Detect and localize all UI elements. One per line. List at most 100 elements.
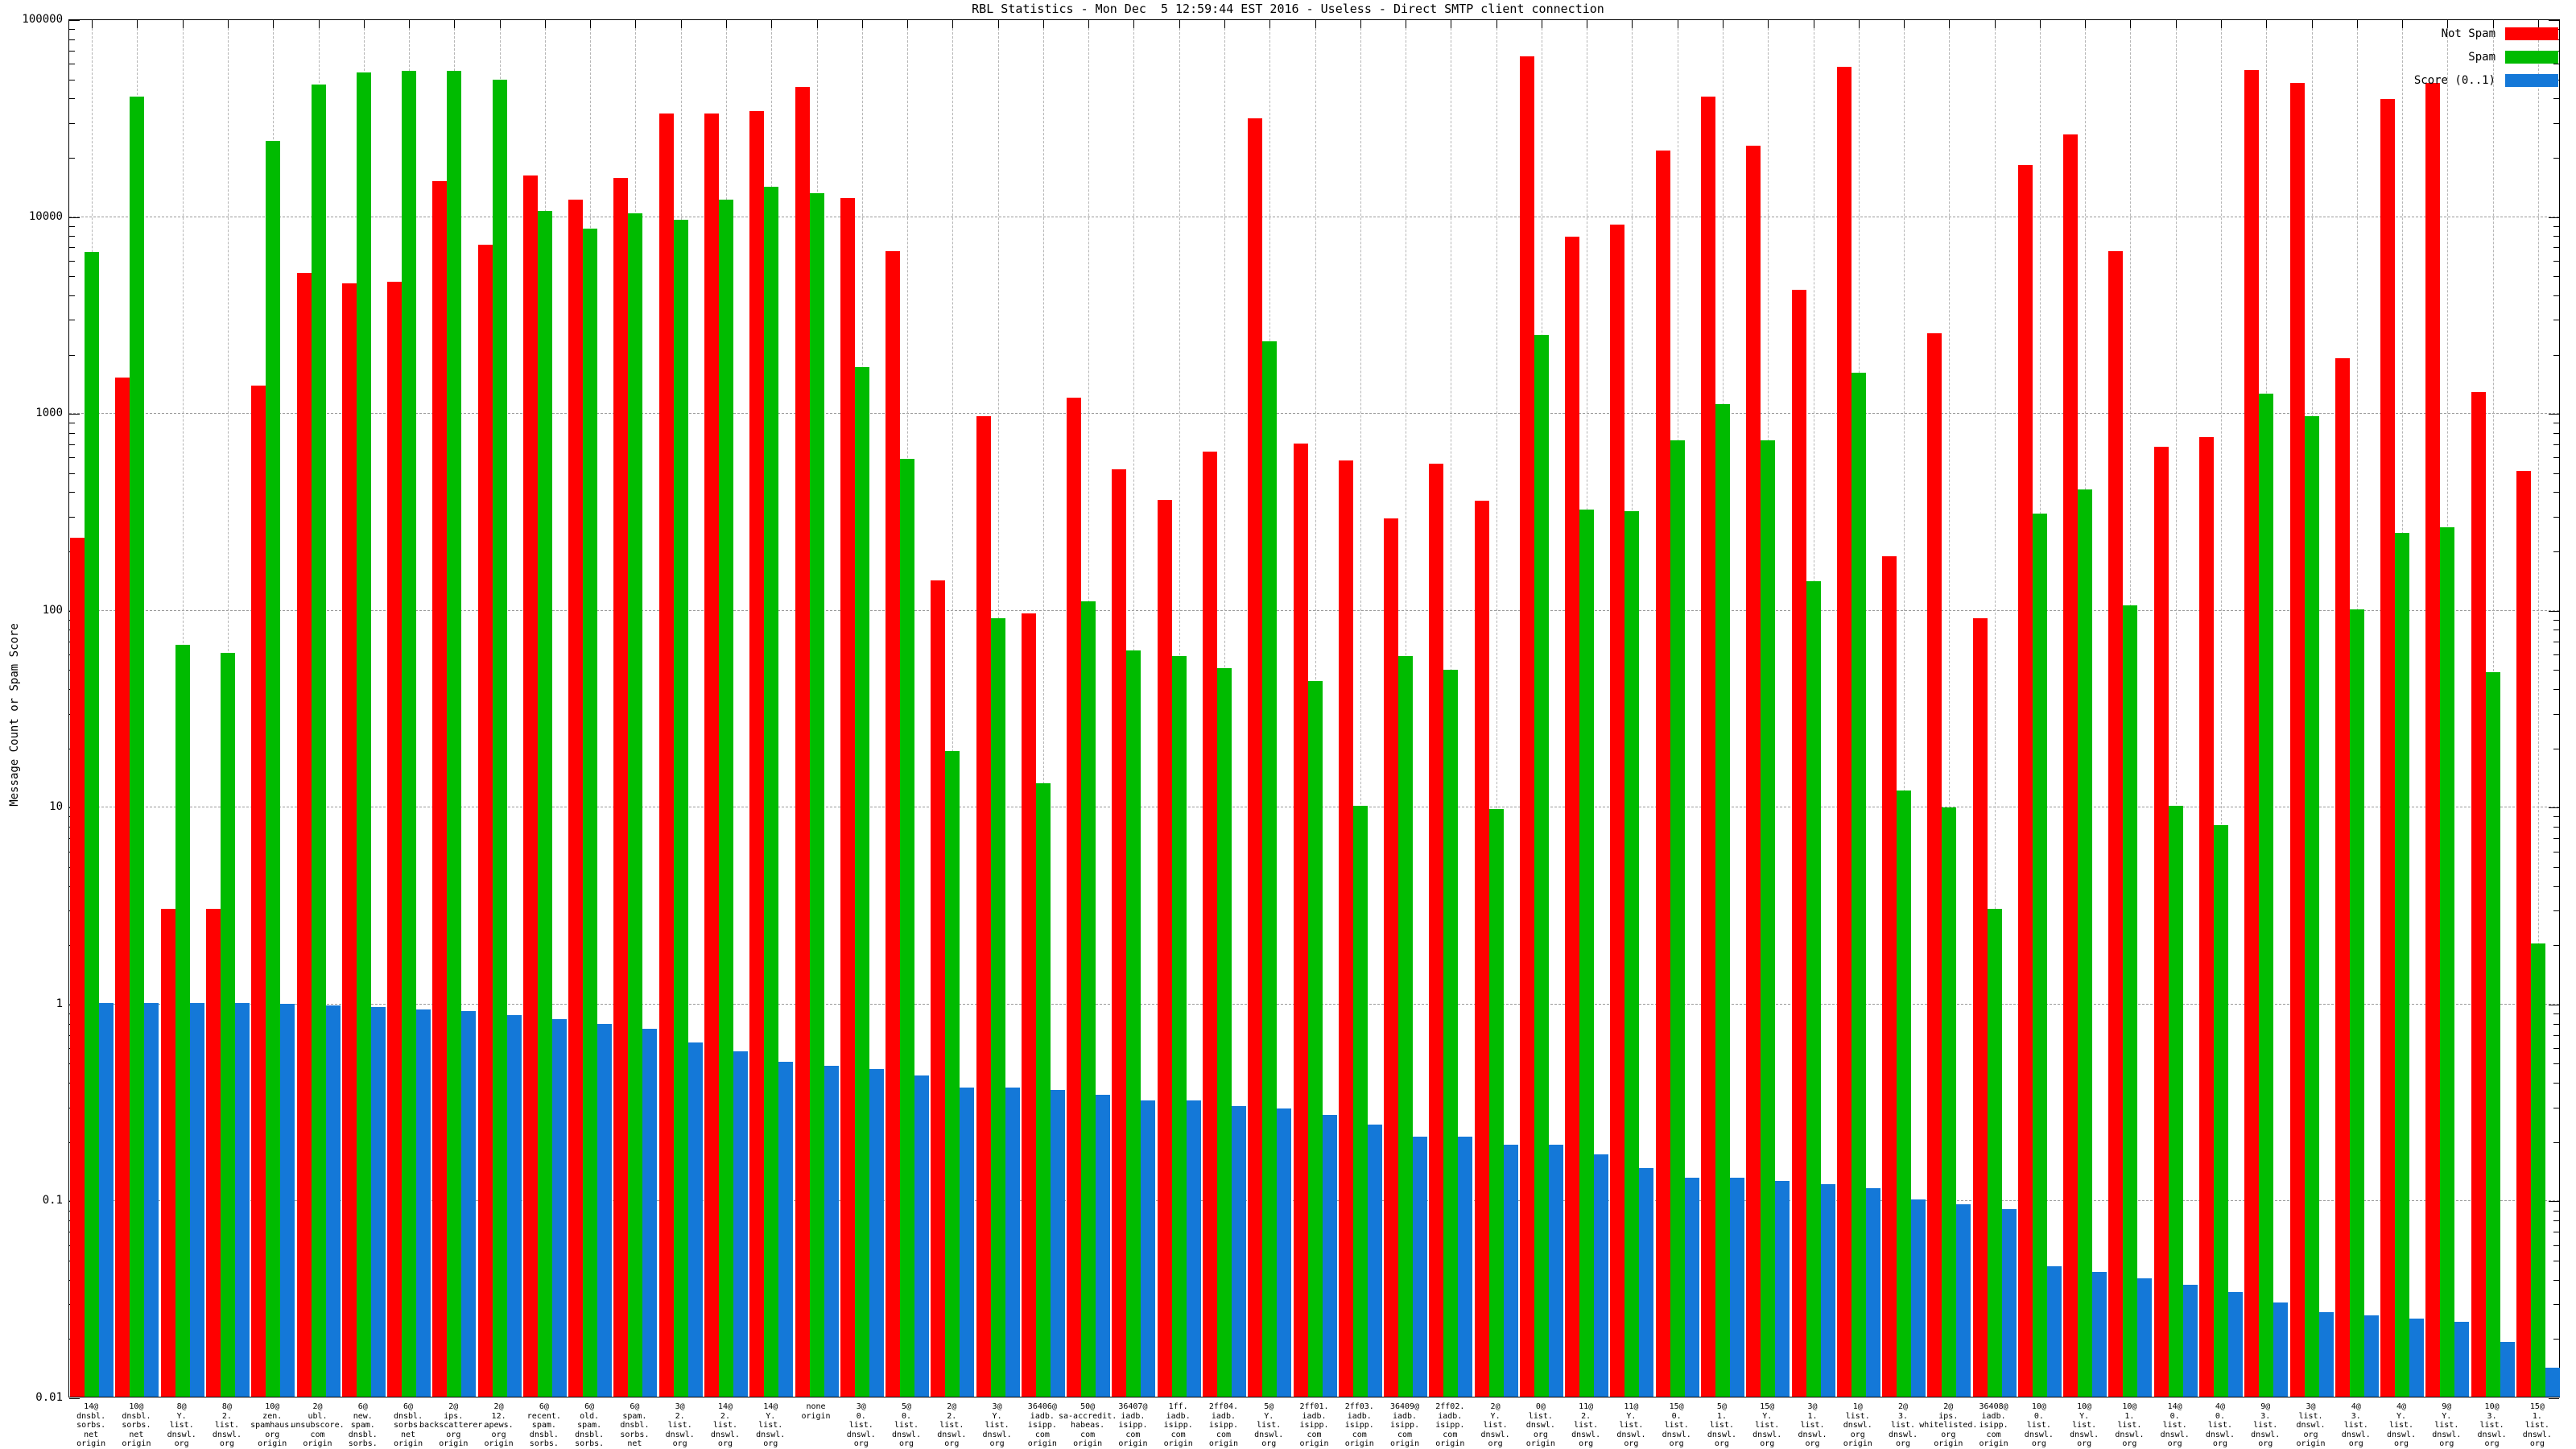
y-tick-minor <box>69 444 75 446</box>
y-tick-minor <box>2553 1034 2559 1036</box>
bar-score <box>2273 1302 2289 1397</box>
bar-not-spam <box>658 113 674 1397</box>
x-tick-top <box>1722 20 1724 28</box>
bar-spam <box>1398 655 1414 1397</box>
y-tick-minor <box>2553 247 2559 249</box>
bar-score <box>99 1002 114 1397</box>
bar-score <box>1956 1203 1971 1397</box>
legend-color-swatch <box>2505 74 2558 87</box>
bar-spam <box>1443 670 1459 1397</box>
bar-score <box>687 1042 703 1397</box>
y-tick-minor <box>2553 1210 2559 1212</box>
x-axis-group-label: none origin <box>801 1402 831 1421</box>
bar-not-spam <box>70 538 85 1397</box>
y-tick-minor <box>2553 654 2559 655</box>
bar-score <box>1548 1145 1563 1397</box>
bar-score <box>2001 1208 2017 1397</box>
bar-spam <box>537 211 552 1397</box>
x-axis-group-label: 14@ 0. list. dnswl. org origin <box>2160 1402 2190 1449</box>
x-axis-group-label: 1@ list. dnswl. org origin <box>1843 1402 1872 1448</box>
bar-score <box>1729 1177 1744 1397</box>
x-axis-group-label: 2@ 12. apews. org origin <box>484 1402 514 1448</box>
bar-spam <box>2304 416 2319 1397</box>
x-axis-group-label: 6@ spam. dnsbl. sorbs. net origin <box>620 1402 650 1449</box>
v-gridline <box>2537 20 2539 1397</box>
x-tick-top <box>2537 20 2539 28</box>
bar-score <box>189 1002 204 1397</box>
legend-item: Score (0..1) <box>2414 74 2558 87</box>
y-tick-minor <box>69 457 75 459</box>
y-tick-label: 1000 <box>35 407 63 420</box>
x-axis-group-label: 3@ list. dnswl. org origin <box>2296 1402 2326 1448</box>
y-tick-minor <box>2553 122 2559 124</box>
x-axis-group-label: 2ff01. iadb. isipp. com origin <box>1299 1402 1329 1448</box>
bar-score <box>1503 1145 1518 1397</box>
bar-spam <box>718 200 733 1397</box>
bar-score <box>597 1024 613 1397</box>
x-axis-group-label: 6@ dnsbl. sorbs. net origin <box>393 1402 423 1448</box>
bar-spam <box>1942 807 1957 1397</box>
bar-spam <box>1715 404 1730 1397</box>
y-tick-major <box>2549 414 2559 415</box>
bar-not-spam <box>205 909 221 1397</box>
y-tick-minor <box>69 29 75 31</box>
x-tick-top <box>1133 20 1135 28</box>
bar-score <box>869 1069 884 1397</box>
bar-spam <box>447 71 462 1397</box>
bar-spam <box>1171 655 1187 1397</box>
bar-spam <box>2440 527 2455 1397</box>
y-tick-major <box>2549 807 2559 809</box>
x-tick-top <box>1315 20 1316 28</box>
x-axis-group-label: 3@ 0. list. dnswl. org origin <box>846 1402 876 1449</box>
y-tick-major <box>69 20 80 21</box>
x-axis-group-label: 1ff. iadb. isipp. com origin <box>1163 1402 1193 1448</box>
x-axis-group-label: 3@ 2. list. dnswl. org origin <box>665 1402 695 1449</box>
x-tick-top <box>2311 20 2313 28</box>
bar-score <box>2454 1322 2470 1397</box>
bar-spam <box>2485 671 2500 1397</box>
x-axis-group-label: 10@ 3. list. dnswl. org origin <box>2477 1402 2507 1449</box>
x-tick-top <box>2402 20 2404 28</box>
x-tick-top <box>137 20 138 28</box>
x-tick-top <box>2130 20 2132 28</box>
x-tick-top <box>2447 20 2449 28</box>
bar-not-spam <box>795 86 810 1397</box>
bar-not-spam <box>1021 613 1036 1397</box>
y-tick-minor <box>2553 910 2559 912</box>
x-tick-top <box>1768 20 1769 28</box>
x-axis-group-label: 36407@ iadb. isipp. com origin <box>1118 1402 1148 1448</box>
x-tick-top <box>1088 20 1090 28</box>
y-tick-minor <box>2553 354 2559 356</box>
y-tick-minor <box>2553 98 2559 100</box>
y-tick-minor <box>69 354 75 356</box>
bar-not-spam <box>387 282 402 1397</box>
x-tick-top <box>771 20 773 28</box>
x-tick-top <box>2175 20 2177 28</box>
y-tick-minor <box>2553 619 2559 621</box>
bar-not-spam <box>1610 224 1625 1397</box>
bar-spam <box>673 220 688 1397</box>
x-tick-top <box>1858 20 1860 28</box>
bar-score <box>2318 1311 2334 1397</box>
bar-spam <box>854 366 869 1397</box>
y-tick-minor <box>2553 866 2559 868</box>
x-axis-group-label: 8@ 2. list. dnswl. org origin <box>212 1402 242 1449</box>
bar-spam <box>1262 341 1278 1397</box>
bar-score <box>1911 1199 1926 1397</box>
bar-not-spam <box>840 198 855 1397</box>
bar-not-spam <box>1882 556 1897 1397</box>
bar-not-spam <box>1293 443 1308 1397</box>
bar-not-spam <box>1202 452 1217 1397</box>
y-tick-minor <box>2553 1083 2559 1084</box>
x-tick-top <box>997 20 999 28</box>
x-axis-group-label: 6@ recent. spam. dnsbl. sorbs. net origi… <box>526 1402 561 1449</box>
bar-not-spam <box>1384 518 1399 1397</box>
y-tick-minor <box>2553 457 2559 459</box>
y-tick-minor <box>69 517 75 518</box>
bar-not-spam <box>2108 250 2124 1397</box>
v-gridline <box>1904 20 1905 1397</box>
x-axis-group-label: 50@ sa-accredit. habeas. com origin <box>1059 1402 1117 1448</box>
bar-score <box>1231 1105 1246 1397</box>
y-tick-minor <box>2553 838 2559 840</box>
